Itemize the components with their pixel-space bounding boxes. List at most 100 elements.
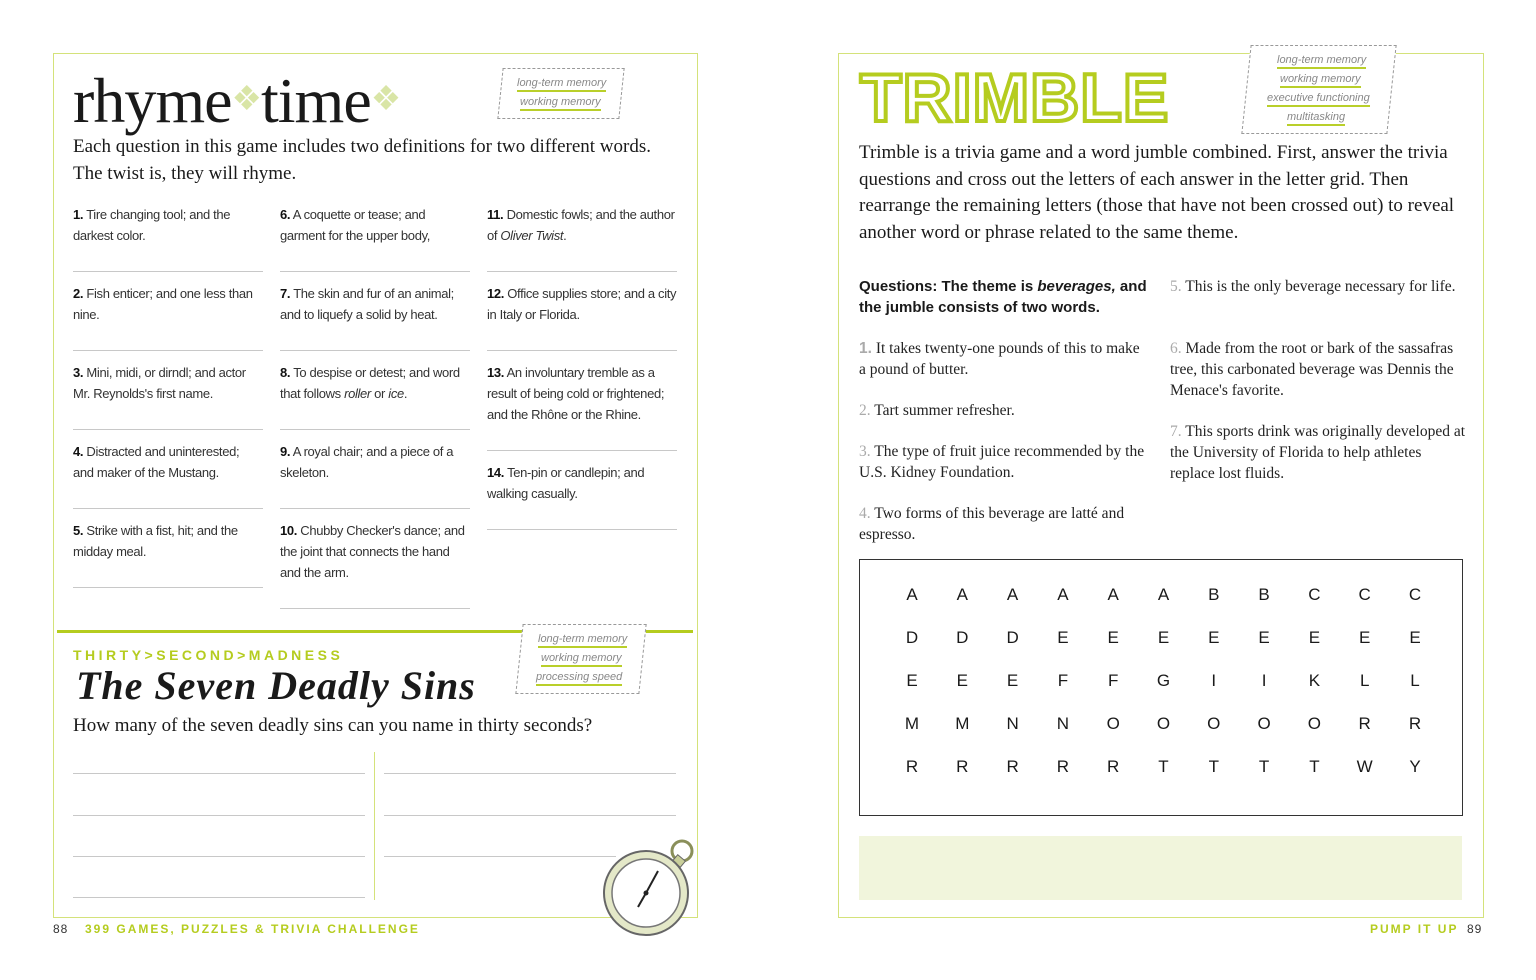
question-number: 6.	[1170, 340, 1182, 357]
grid-letter[interactable]: R	[956, 757, 969, 776]
question-text: To despise or detest; and word that foll…	[280, 365, 460, 401]
grid-letter[interactable]: F	[1057, 671, 1069, 690]
grid-letter[interactable]: E	[1107, 628, 1119, 647]
rhyme-question: 13. An involuntary tremble as a result o…	[487, 362, 677, 451]
grid-letter[interactable]: O	[1207, 714, 1221, 733]
grid-letter[interactable]: O	[1307, 714, 1321, 733]
answer-line[interactable]	[73, 773, 365, 774]
grid-letter[interactable]: E	[1409, 628, 1421, 647]
skills-tag: long-term memory working memory	[497, 68, 625, 119]
grid-letter[interactable]: N	[1056, 714, 1070, 733]
grid-letter[interactable]: L	[1410, 671, 1420, 690]
grid-letter[interactable]: D	[1006, 628, 1019, 647]
question-text: An involuntary tremble as a result of be…	[487, 365, 665, 422]
grid-letter[interactable]: C	[1408, 585, 1422, 604]
rhyme-time-title: rhyme❖time❖	[73, 65, 401, 136]
grid-letter[interactable]: O	[1156, 714, 1171, 733]
grid-letter[interactable]: E	[1359, 628, 1371, 647]
rhyme-question: 3. Mini, midi, or dirndl; and actor Mr. …	[73, 362, 263, 430]
rhyme-question: 4. Distracted and uninterested; and make…	[73, 441, 263, 509]
grid-letter[interactable]: R	[1056, 757, 1070, 776]
grid-letter[interactable]: Y	[1409, 757, 1421, 776]
grid-letter[interactable]: A	[1006, 585, 1019, 604]
letter-grid: A A A A A A B B C C C D D D E E E E E E E E E E E F F G I I K L L M M N N O O O…	[859, 559, 1463, 816]
grid-letter[interactable]: E	[1057, 628, 1069, 647]
grid-letter[interactable]: A	[956, 585, 968, 604]
answer-line[interactable]	[384, 856, 616, 857]
grid-letter[interactable]: C	[1358, 585, 1371, 604]
grid-letter[interactable]: R	[1107, 757, 1120, 776]
answer-line[interactable]	[384, 815, 676, 816]
grid-letter[interactable]: T	[1309, 757, 1320, 776]
grid-letter[interactable]: E	[906, 671, 918, 690]
question-text: A royal chair; and a piece of a skeleton…	[280, 444, 454, 480]
grid-letter[interactable]: D	[956, 628, 969, 647]
grid-letter[interactable]: R	[1006, 757, 1019, 776]
grid-letter[interactable]: E	[1258, 628, 1270, 647]
grid-letter[interactable]: G	[1156, 671, 1171, 690]
question-number: 1.	[73, 207, 84, 222]
answer-line[interactable]	[384, 773, 676, 774]
question-number: 10.	[280, 523, 298, 538]
trivia-question: 6. Made from the root or bark of the sas…	[1170, 338, 1466, 401]
grid-letter[interactable]: O	[1257, 714, 1271, 733]
grid-letter[interactable]: I	[1211, 671, 1217, 690]
section-divider	[57, 630, 693, 633]
question-number: 7.	[1170, 423, 1182, 440]
grid-letter[interactable]: E	[1157, 628, 1170, 647]
rhyme-question: 1. Tire changing tool; and the darkest c…	[73, 204, 263, 272]
grid-letter[interactable]: T	[1158, 757, 1169, 776]
answer-line[interactable]	[73, 856, 365, 857]
question-text: It takes twenty-one pounds of this to ma…	[859, 340, 1140, 378]
grid-letter[interactable]: M	[955, 714, 970, 733]
grid-letter[interactable]: M	[904, 714, 920, 733]
grid-letter[interactable]: F	[1107, 671, 1119, 690]
question-text: Chubby Checker's dance; and the joint th…	[280, 523, 465, 580]
answer-line[interactable]	[73, 897, 365, 898]
answer-line[interactable]	[73, 815, 365, 816]
rhyme-question: 8. To despise or detest; and word that f…	[280, 362, 470, 430]
question-text: Ten-pin or candlepin; and walking casual…	[487, 465, 645, 501]
left-page-frame	[53, 53, 698, 918]
grid-letter[interactable]: N	[1006, 714, 1019, 733]
grid-letter[interactable]: W	[1356, 757, 1373, 776]
grid-letter[interactable]: E	[1006, 671, 1019, 690]
grid-letter[interactable]: B	[1208, 585, 1220, 604]
trivia-question: 5. This is the only beverage necessary f…	[1170, 276, 1466, 297]
grid-letter[interactable]: E	[956, 671, 968, 690]
question-column-3: 11. Domestic fowls; and the author of Ol…	[487, 204, 677, 541]
rhyme-question: 6. A coquette or tease; and garment for …	[280, 204, 470, 272]
grid-letter[interactable]: E	[1208, 628, 1220, 647]
grid-letter[interactable]: I	[1261, 671, 1267, 690]
trivia-question: 1. It takes twenty-one pounds of this to…	[859, 338, 1149, 380]
question-text: A coquette or tease; and garment for the…	[280, 207, 431, 243]
grid-letter[interactable]: D	[905, 628, 919, 647]
grid-letter[interactable]: B	[1258, 585, 1270, 604]
question-text: Two forms of this beverage are latté and…	[859, 505, 1125, 543]
grid-letter[interactable]: A	[1157, 585, 1170, 604]
grid-letter[interactable]: A	[1107, 585, 1119, 604]
answer-box[interactable]	[859, 836, 1462, 900]
trimble-title: TRIMBLE	[858, 58, 1170, 138]
grid-letter[interactable]: T	[1258, 757, 1270, 776]
question-number: 1.	[859, 340, 872, 357]
grid-letter[interactable]: T	[1208, 757, 1219, 776]
grid-letter[interactable]: C	[1308, 585, 1321, 604]
book-title-footer: 399 GAMES, PUZZLES & TRIVIA CHALLENGE	[85, 922, 420, 936]
grid-letter[interactable]: E	[1308, 628, 1321, 647]
grid-letter[interactable]: K	[1308, 671, 1321, 690]
question-text: Strike with a fist, hit; and the midday …	[73, 523, 238, 559]
question-text: Domestic fowls; and the author of Oliver…	[487, 207, 675, 243]
grid-letter[interactable]: O	[1106, 714, 1120, 733]
seven-deadly-sins-prompt: How many of the seven deadly sins can yo…	[73, 715, 593, 736]
rhyme-question: 12. Office supplies store; and a city in…	[487, 283, 677, 351]
grid-letter[interactable]: A	[906, 585, 918, 604]
grid-letter[interactable]: R	[1358, 714, 1371, 733]
question-text: Mini, midi, or dirndl; and actor Mr. Rey…	[73, 365, 246, 401]
grid-letter[interactable]: R	[1408, 714, 1422, 733]
grid-letter[interactable]: R	[905, 757, 919, 776]
grid-letter[interactable]: L	[1359, 671, 1370, 690]
rhyme-question: 14. Ten-pin or candlepin; and walking ca…	[487, 462, 677, 530]
question-number: 7.	[280, 286, 291, 301]
grid-letter[interactable]: A	[1057, 585, 1069, 604]
